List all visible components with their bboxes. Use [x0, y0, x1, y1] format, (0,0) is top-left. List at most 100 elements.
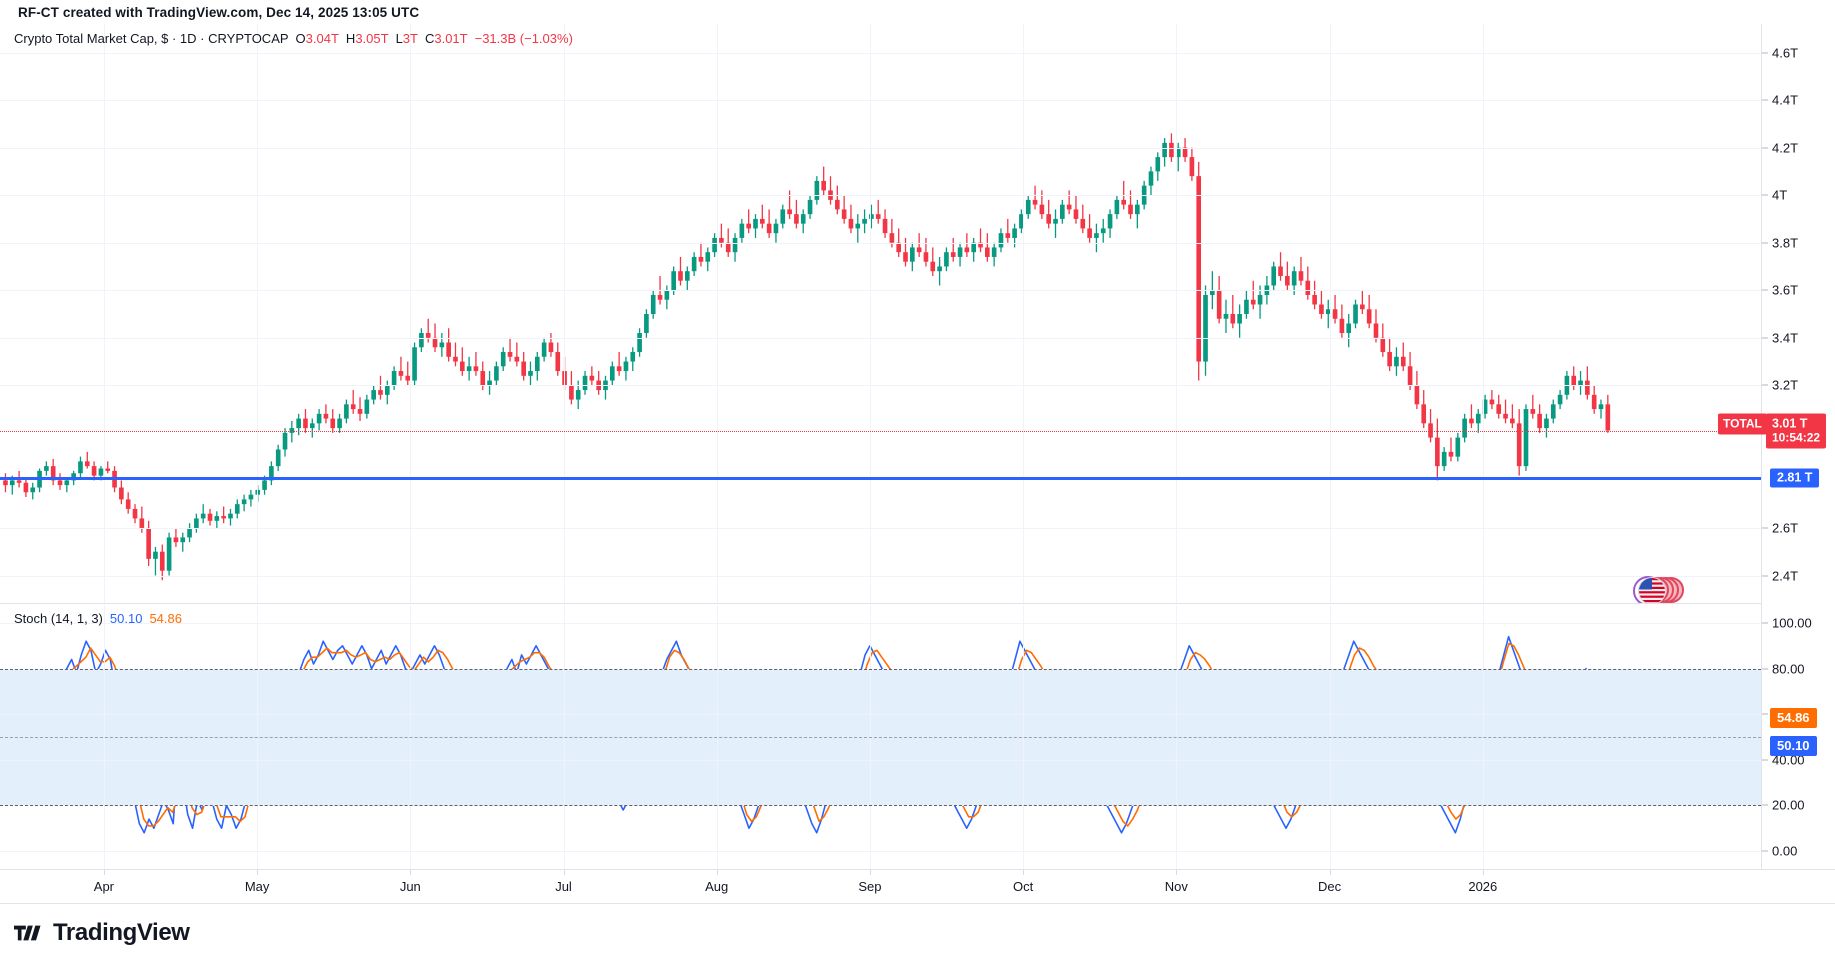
price-scale-tick	[1762, 52, 1768, 53]
gridline-horizontal	[0, 337, 1761, 339]
price-scale-label: 3.8T	[1772, 235, 1799, 251]
last-price-value: 3.01 T	[1772, 416, 1808, 430]
gridline-vertical	[1023, 24, 1025, 603]
footer: TradingView	[14, 921, 190, 945]
time-axis-label: Apr	[93, 879, 115, 894]
gridline-vertical	[103, 24, 105, 603]
support-horizontal-line[interactable]	[0, 476, 1761, 480]
chart-frame: Crypto Total Market Cap, $ · 1D · CRYPTO…	[0, 24, 1835, 869]
price-scale-tick	[1762, 194, 1768, 196]
stochastic-scale-tick	[1762, 622, 1768, 624]
price-scale-label: 3.6T	[1772, 282, 1799, 298]
time-axis-label: May	[244, 879, 270, 894]
gridline-vertical	[716, 24, 718, 603]
gridline-horizontal	[0, 52, 1761, 54]
gridline-horizontal	[0, 759, 1761, 761]
stochastic-reference-line-80	[0, 668, 1761, 670]
price-scale-label: 4.6T	[1772, 45, 1799, 60]
time-axis-label: Dec	[1318, 879, 1342, 894]
price-scale-tick	[1762, 575, 1768, 576]
stochastic-scale-tick	[1762, 668, 1768, 670]
price-scale-label: 2.4T	[1772, 568, 1799, 583]
gridline-horizontal	[0, 527, 1761, 529]
price-scale-tick	[1762, 147, 1768, 149]
time-axis-label: Sep	[858, 879, 882, 894]
us-flag-icon	[1638, 577, 1666, 603]
time-axis-label: Aug	[705, 879, 729, 894]
stochastic-scale-label: 0.00	[1772, 843, 1798, 859]
gridline-horizontal	[0, 714, 1761, 716]
gridline-horizontal	[0, 290, 1761, 292]
tradingview-wordmark: TradingView	[53, 919, 190, 946]
price-scale-label: 3.4T	[1772, 330, 1799, 346]
price-scale-label: 4.2T	[1772, 140, 1799, 156]
price-scale-tick	[1762, 242, 1768, 244]
stochastic-scale-tick	[1762, 759, 1768, 761]
price-scale-tick	[1762, 289, 1768, 291]
stochastic-scale-label: 20.00	[1772, 797, 1805, 813]
time-axis-tick	[103, 870, 105, 875]
time-axis-tick	[716, 870, 718, 875]
time-axis-tick	[1023, 870, 1025, 875]
price-scale-label: 4.4T	[1772, 92, 1799, 108]
price-scale-tick	[1762, 337, 1768, 339]
price-scale-label: 4T	[1772, 187, 1788, 203]
time-axis-label: Jun	[399, 879, 421, 894]
stochastic-scale-label: 100.00	[1772, 615, 1812, 631]
gridline-vertical	[563, 24, 565, 603]
gridline-vertical	[869, 24, 871, 603]
time-axis[interactable]: Apr May Jun Jul Aug Sep Oct Nov Dec 2026	[0, 869, 1835, 903]
ticker-tag: TOTAL	[1718, 413, 1767, 434]
gridline-horizontal	[0, 147, 1761, 149]
time-axis-tick	[1482, 870, 1484, 875]
stochastic-pane[interactable]: Stoch (14, 1, 3) 50.10 54.86	[0, 605, 1761, 869]
gridline-horizontal	[0, 623, 1761, 624]
stochastic-reference-line-20	[0, 805, 1761, 807]
time-axis-tick	[410, 870, 412, 875]
stochastic-scale-label: 40.00	[1772, 752, 1805, 768]
gridline-horizontal	[0, 851, 1761, 852]
support-line-badge[interactable]: 2.81 T	[1770, 468, 1820, 488]
gridline-vertical	[1176, 24, 1178, 603]
time-axis-tick	[1329, 870, 1331, 875]
gridline-horizontal	[0, 575, 1761, 577]
price-scale-tick	[1762, 384, 1768, 386]
price-scale-label: 2.6T	[1772, 520, 1799, 536]
gridline-horizontal	[0, 242, 1761, 244]
time-axis-tick	[869, 870, 871, 875]
last-price-badge[interactable]: TOTAL 3.01 T 10:54:22	[1718, 413, 1827, 448]
price-scale[interactable]: 4.6T 4.4T 4.2T 4T 3.8T 3.6T 3.4T 3.2T 2.6T 2.4T 1…	[1718, 24, 1835, 869]
tradingview-logo-icon	[14, 923, 44, 943]
gridline-vertical	[410, 24, 412, 603]
stochastic-reference-line-50	[0, 737, 1761, 738]
stochastic-k-badge: 50.10	[1770, 735, 1817, 756]
time-axis-label: 2026	[1468, 879, 1498, 894]
gridline-vertical	[257, 24, 259, 603]
bar-countdown: 10:54:22	[1772, 430, 1821, 444]
gridline-vertical	[1482, 24, 1484, 603]
stochastic-scale-tick	[1762, 850, 1768, 852]
time-axis-tick	[257, 870, 259, 875]
stochastic-d-badge: 54.86	[1770, 707, 1817, 728]
attribution-text: RF-CT created with TradingView.com, Dec …	[18, 5, 420, 20]
price-scale-label: 3.2T	[1772, 377, 1799, 393]
time-axis-label: Nov	[1164, 879, 1188, 894]
price-scale-tick	[1762, 527, 1768, 529]
stochastic-scale-tick	[1762, 713, 1768, 715]
time-axis-tick	[1176, 870, 1178, 875]
candlestick-series	[3, 133, 1611, 581]
time-axis-label: Oct	[1012, 879, 1034, 894]
axis-bottom-divider	[0, 903, 1835, 904]
gridline-horizontal	[0, 100, 1761, 102]
price-scale-tick	[1762, 99, 1768, 101]
stochastic-scale-tick	[1762, 804, 1768, 806]
gridline-horizontal	[0, 195, 1761, 197]
time-axis-tick	[563, 870, 565, 875]
stochastic-overbought-oversold-band	[0, 668, 1761, 806]
price-pane[interactable]: Crypto Total Market Cap, $ · 1D · CRYPTO…	[0, 24, 1761, 604]
gridline-horizontal	[0, 385, 1761, 387]
time-axis-label: Jul	[555, 879, 572, 894]
stochastic-scale-label: 80.00	[1772, 661, 1805, 677]
last-price-line	[0, 430, 1761, 432]
